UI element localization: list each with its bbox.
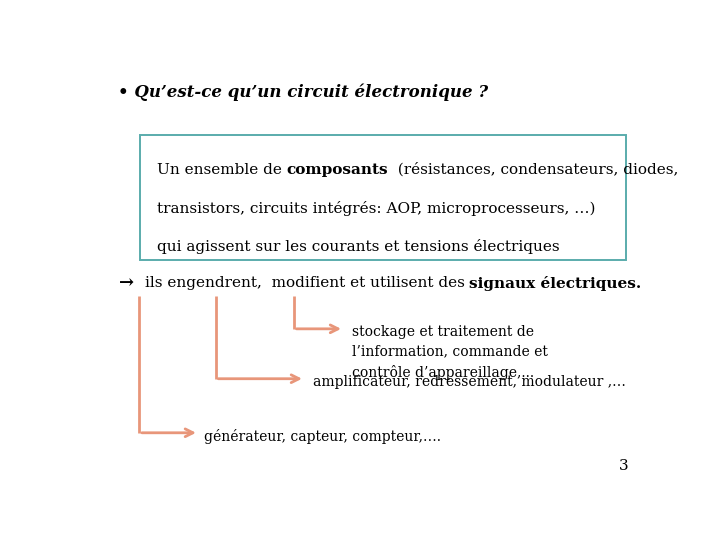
Text: composants: composants: [287, 163, 388, 177]
FancyBboxPatch shape: [140, 136, 626, 260]
Text: →: →: [119, 274, 134, 292]
Text: signaux électriques.: signaux électriques.: [469, 275, 642, 291]
Text: (résistances, condensateurs, diodes,: (résistances, condensateurs, diodes,: [388, 163, 679, 177]
Text: transistors, circuits intégrés: AOP, microprocesseurs, …): transistors, circuits intégrés: AOP, mic…: [157, 201, 595, 216]
Text: 3: 3: [619, 459, 629, 473]
Text: amplificateur, redressement, modulateur ,…: amplificateur, redressement, modulateur …: [313, 375, 626, 389]
Text: • Qu’est-ce qu’un circuit électronique ?: • Qu’est-ce qu’un circuit électronique ?: [118, 84, 488, 101]
Text: Un ensemble de: Un ensemble de: [157, 163, 287, 177]
Text: ils engendrent,  modifient et utilisent des: ils engendrent, modifient et utilisent d…: [145, 276, 469, 290]
Text: stockage et traitement de
l’information, commande et
contrôle d’appareillage,...: stockage et traitement de l’information,…: [352, 325, 548, 380]
Text: qui agissent sur les courants et tensions électriques: qui agissent sur les courants et tension…: [157, 239, 559, 254]
Text: générateur, capteur, compteur,….: générateur, capteur, compteur,….: [204, 429, 441, 444]
